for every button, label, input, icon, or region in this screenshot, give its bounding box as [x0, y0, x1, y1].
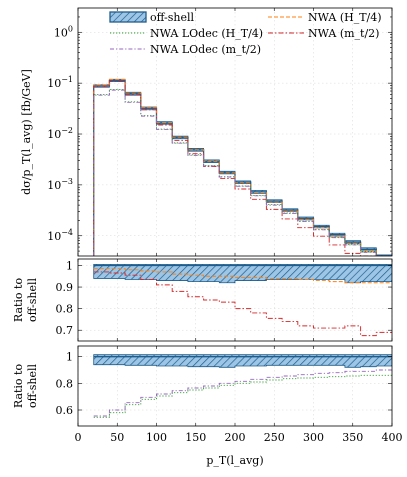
plot-area [93, 78, 392, 256]
x-tick-label: 150 [185, 431, 206, 444]
y-tick-label: 10−2 [47, 126, 73, 141]
y-tick-label: 1 [66, 351, 73, 364]
panel-ratio2: 0.6 0.8 1 Ratio to off-shell 0 50 100 150 200 250 3… [12, 345, 403, 467]
legend: off-shell NWA (H_T/4) NWA LOdec (H_T/4) NWA… [109, 11, 382, 56]
panel-main: 10−4 10−3 10−2 10−1 100 dσ/p_T(l_avg) [fb/GeV… [20, 7, 393, 257]
plot-area [93, 354, 392, 418]
series-nwa_lodec_ht4-line [93, 89, 392, 256]
y-tick-label: 0.9 [56, 281, 74, 294]
offshell-band [93, 354, 392, 368]
y-tick-label: 10−1 [47, 75, 73, 90]
y-axis-label: dσ/p_T(l_avg) [fb/GeV] [20, 69, 33, 195]
legend-label: NWA (m_t/2) [308, 27, 379, 40]
x-tick-label: 50 [110, 431, 124, 444]
series-nwa_ht4-line [93, 268, 392, 284]
legend-label: off-shell [150, 11, 195, 24]
x-tick-label: 0 [75, 431, 82, 444]
legend-item-nwa_mt2: NWA (m_t/2) [268, 27, 379, 40]
series-nwa_lodec_mt2-line [93, 89, 392, 256]
legend-item-offshell: off-shell [109, 11, 195, 24]
y-tick-label: 10−4 [47, 228, 73, 243]
legend-item-nwa_lodec_mt2: NWA LOdec (m_t/2) [110, 43, 261, 56]
y-tick-label: 0.7 [56, 324, 74, 337]
y-axis-label: Ratio to [12, 278, 25, 323]
y-tick-label: 1 [66, 259, 73, 272]
series-offshell-line [93, 79, 392, 256]
legend-item-nwa_lodec_ht4: NWA LOdec (H_T/4) [110, 27, 263, 40]
offshell-band [93, 78, 392, 256]
x-tick-label: 300 [303, 431, 324, 444]
y-tick-label: 0.8 [56, 303, 74, 316]
x-tick-label: 350 [342, 431, 363, 444]
y-axis-label: off-shell [26, 364, 39, 409]
y-axis-label: off-shell [26, 278, 39, 323]
panel-ratio1: 0.7 0.8 0.9 1 Ratio to off-shell [12, 258, 393, 342]
legend-label: NWA LOdec (H_T/4) [150, 27, 263, 40]
offshell-band [93, 263, 392, 284]
series-nwa_lodec_ht4-line [93, 374, 392, 418]
y-tick-label: 100 [54, 24, 73, 39]
plot-area [93, 263, 392, 337]
series-nwa_lodec_mt2-line [93, 369, 392, 417]
x-tick-label: 100 [146, 431, 167, 444]
y-axis-label: Ratio to [12, 364, 25, 409]
chart-root: 10−4 10−3 10−2 10−1 100 dσ/p_T(l_avg) [fb/GeV… [12, 7, 403, 467]
series-nwa_ht4-line [93, 79, 392, 256]
legend-item-nwa_ht4: NWA (H_T/4) [268, 11, 382, 24]
y-tick-label: 10−3 [47, 177, 73, 192]
legend-label: NWA LOdec (m_t/2) [150, 43, 261, 56]
legend-label: NWA (H_T/4) [308, 11, 382, 24]
y-tick-label: 0.6 [56, 404, 74, 417]
series-nwa_mt2-line [93, 271, 392, 337]
legend-swatch [109, 11, 147, 23]
series-nwa_mt2-line [93, 80, 392, 256]
x-tick-label: 200 [225, 431, 246, 444]
x-axis-label: p_T(l_avg) [206, 454, 263, 467]
y-tick-label: 0.8 [56, 377, 74, 390]
x-tick-label: 250 [264, 431, 285, 444]
x-tick-label: 400 [382, 431, 403, 444]
